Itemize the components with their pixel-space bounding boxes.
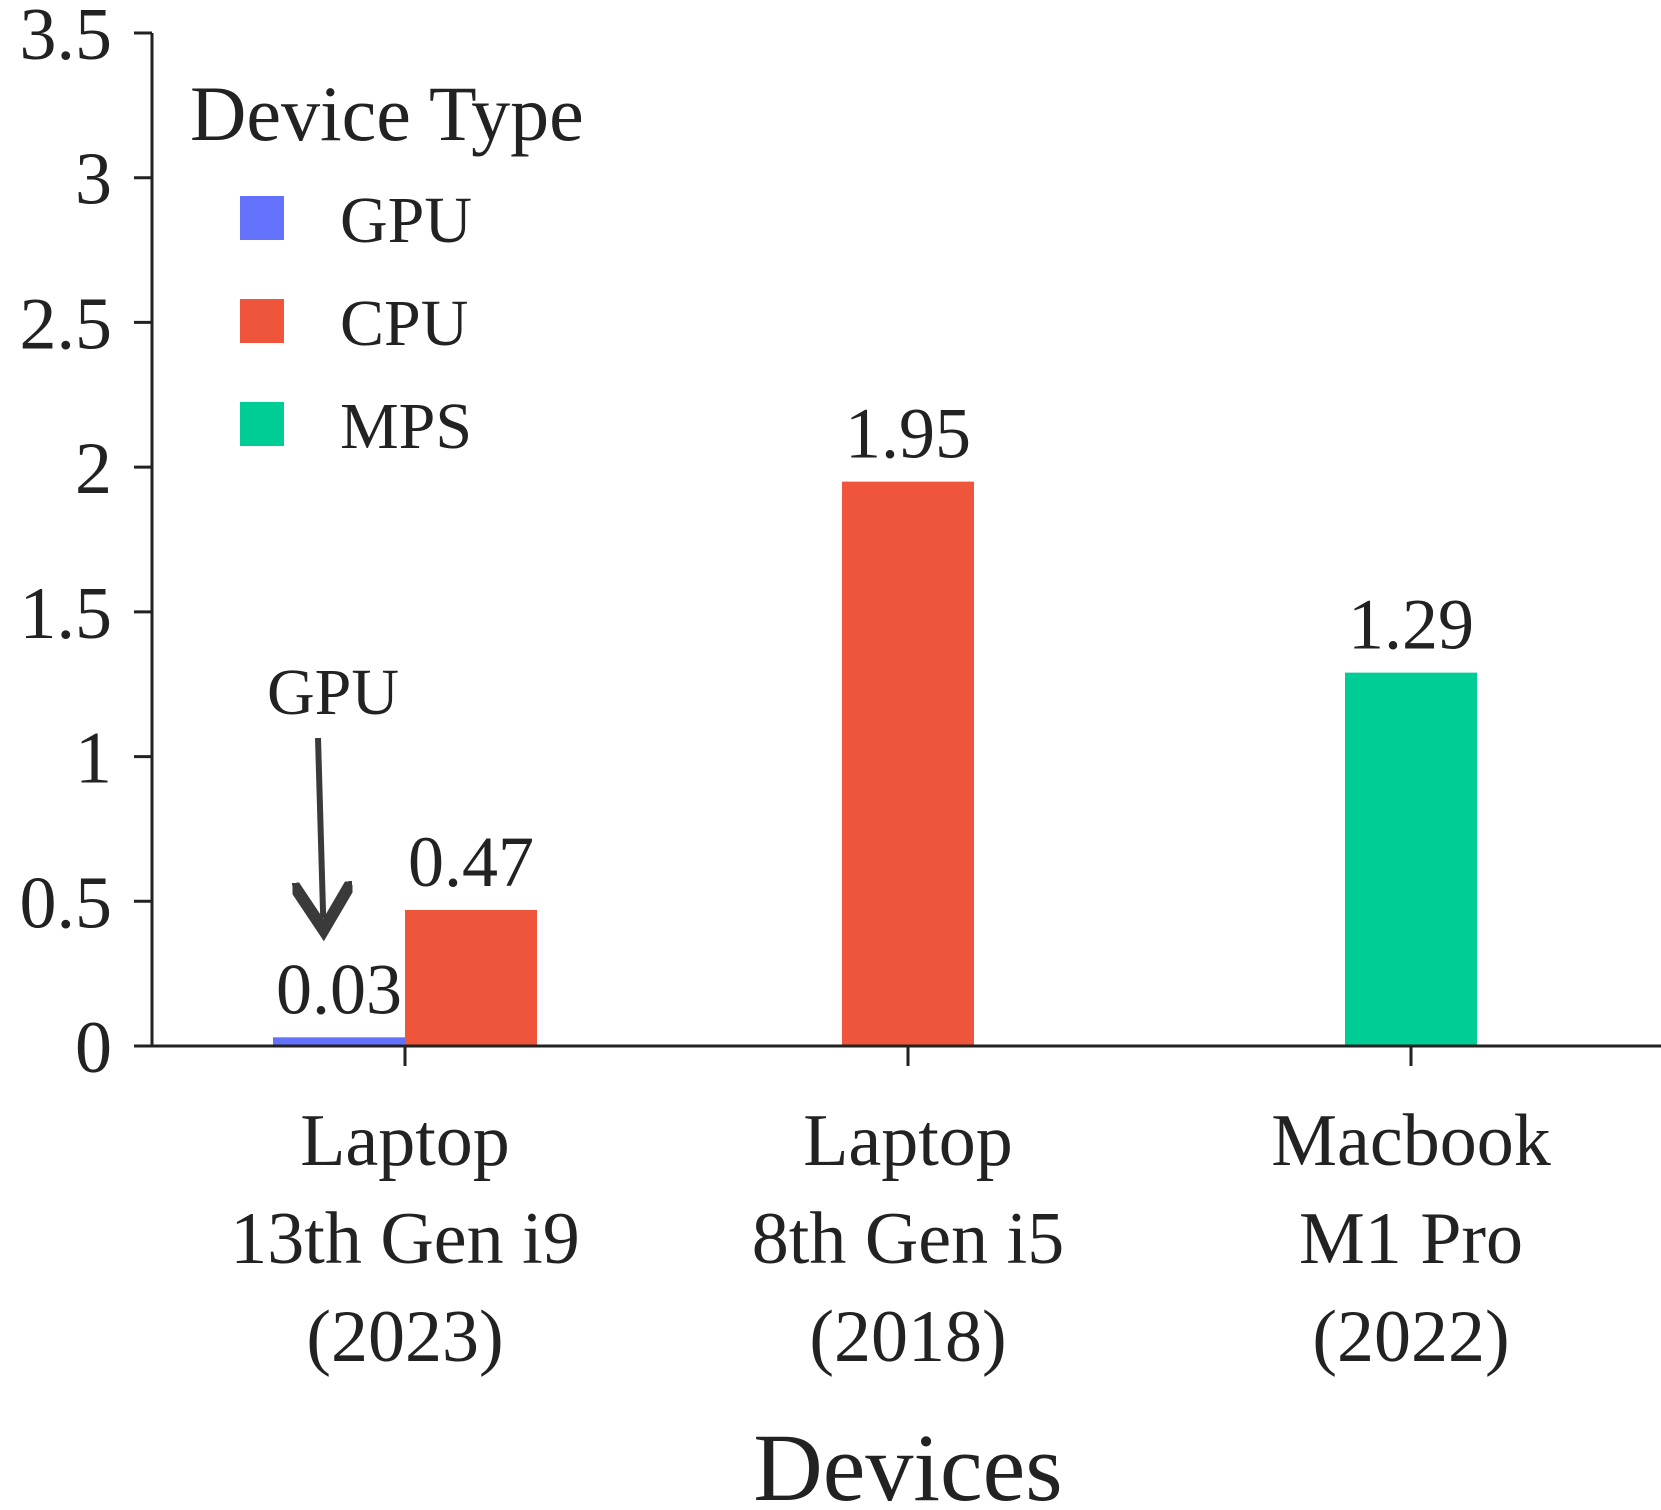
bar-gpu-0 <box>273 1037 405 1045</box>
x-tick-label: Macbook <box>1271 1100 1551 1182</box>
x-axis-title: Devices <box>753 1414 1062 1510</box>
y-tick-label: 1.5 <box>20 573 113 655</box>
value-labels: 0.030.47 1.95 1.29 <box>276 394 1474 1030</box>
y-tick-label: 2.5 <box>20 283 113 365</box>
y-tick-label: 1 <box>75 718 112 800</box>
axes: 0 0.5 1 1.5 2 2.5 3 3.5 Laptop 13th Gen i9 (2023) L… <box>20 0 1661 1510</box>
y-tick-label: 2 <box>75 428 112 510</box>
bar-mps-2 <box>1345 672 1477 1045</box>
x-tick-label: (2018) <box>809 1296 1006 1378</box>
legend-label-gpu: GPU <box>340 184 472 257</box>
y-tick-label: 0.5 <box>20 862 113 944</box>
legend-swatch-gpu <box>240 196 284 240</box>
data-label-cpu-1: 1.95 <box>845 394 971 474</box>
data-label-mps-2: 1.29 <box>1348 585 1474 665</box>
data-label-cpu-0: 0.47 <box>408 822 534 902</box>
legend-swatch-mps <box>240 402 284 446</box>
x-tick-label: M1 Pro <box>1299 1198 1523 1280</box>
data-label-gpu-0: 0.03 <box>276 949 402 1029</box>
y-tick-label: 3 <box>75 139 112 221</box>
legend-title: Device Type <box>190 70 584 157</box>
legend: Device Type GPU CPU MPS <box>190 70 584 463</box>
x-tick-label: Laptop <box>300 1100 510 1182</box>
annotation-label: GPU <box>267 656 399 729</box>
x-tick-label: 8th Gen i5 <box>752 1198 1064 1280</box>
legend-label-cpu: CPU <box>340 287 468 360</box>
y-tick-label: 3.5 <box>20 0 113 76</box>
bar-cpu-0 <box>405 909 537 1045</box>
y-tick-label: 0 <box>75 1007 112 1089</box>
x-tick-label: (2022) <box>1312 1296 1509 1378</box>
legend-swatch-cpu <box>240 299 284 343</box>
x-tick-label: 13th Gen i9 <box>230 1198 579 1280</box>
bars <box>273 481 1477 1045</box>
x-tick-label: Laptop <box>803 1100 1013 1182</box>
legend-label-mps: MPS <box>340 390 472 463</box>
annotations: GPU <box>267 656 399 918</box>
x-tick-label: (2023) <box>306 1296 503 1378</box>
annotation-arrow <box>318 737 323 918</box>
bar-cpu-1 <box>842 481 974 1045</box>
